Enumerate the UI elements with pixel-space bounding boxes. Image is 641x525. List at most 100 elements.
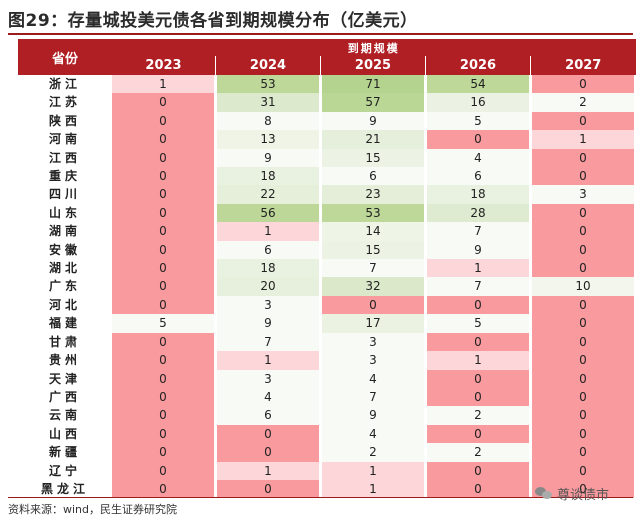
value-cell: 0: [530, 203, 637, 223]
value-cell: 0: [112, 479, 217, 499]
value-cell: 0: [530, 443, 637, 462]
value-cell: 0: [112, 369, 217, 388]
value-cell: 0: [112, 406, 217, 425]
watermark-text: 尊谈债市: [557, 488, 610, 503]
value-cell: 28: [425, 203, 532, 223]
value-cell: 0: [112, 443, 217, 462]
province-cell: 黑龙江: [18, 479, 112, 499]
year-header: 2024: [215, 56, 321, 75]
value-cell: 16: [425, 93, 532, 112]
value-cell: 1: [530, 130, 637, 149]
footer-divider: [8, 497, 633, 498]
value-cell: 0: [112, 148, 217, 168]
value-cell: 54: [425, 75, 532, 94]
province-cell: 广西: [18, 387, 112, 407]
table-row: 河北 0 3 0 0 0: [18, 295, 637, 315]
value-cell: 0: [425, 387, 532, 407]
value-cell: 0: [112, 111, 217, 131]
title-divider: [8, 33, 633, 35]
province-cell: 山东: [18, 203, 112, 223]
value-cell: 7: [320, 387, 427, 407]
table-row: 河南 0 13 21 0 1: [18, 130, 637, 149]
value-cell: 6: [425, 167, 532, 186]
value-cell: 2: [425, 406, 532, 425]
table-row: 江西 0 9 15 4 0: [18, 148, 637, 168]
value-cell: 53: [215, 75, 322, 94]
value-cell: 0: [112, 185, 217, 204]
value-cell: 53: [320, 203, 427, 223]
table-row: 四川 0 22 23 18 3: [18, 185, 637, 204]
value-cell: 71: [320, 75, 427, 94]
page-title: 图29：存量城投美元债各省到期规模分布（亿美元）: [8, 11, 418, 31]
value-cell: 2: [320, 443, 427, 462]
value-cell: 5: [112, 314, 217, 333]
value-cell: 4: [320, 424, 427, 444]
province-cell: 辽宁: [18, 461, 112, 480]
value-cell: 0: [530, 222, 637, 241]
province-cell: 福建: [18, 314, 112, 333]
value-cell: 3: [215, 295, 322, 315]
value-cell: 2: [530, 93, 637, 112]
table-row: 新疆 0 0 2 2 0: [18, 443, 637, 462]
province-cell: 湖南: [18, 222, 112, 241]
province-cell: 贵州: [18, 351, 112, 370]
value-cell: 17: [320, 314, 427, 333]
value-cell: 31: [215, 93, 322, 112]
table-row: 江苏 0 31 57 16 2: [18, 93, 637, 112]
province-cell: 湖北: [18, 259, 112, 278]
province-cell: 浙江: [18, 75, 112, 94]
value-cell: 9: [425, 240, 532, 260]
value-cell: 1: [215, 222, 322, 241]
province-cell: 重庆: [18, 167, 112, 186]
value-cell: 0: [112, 332, 217, 352]
table-row: 安徽 0 6 15 9 0: [18, 240, 637, 260]
maturity-group-header: 到期规模: [112, 39, 636, 56]
value-cell: 0: [530, 332, 637, 352]
province-cell: 甘肃: [18, 332, 112, 352]
value-cell: 18: [425, 185, 532, 204]
value-cell: 0: [530, 351, 637, 370]
table-row: 湖北 0 18 7 1 0: [18, 259, 637, 278]
province-cell: 广东: [18, 277, 112, 296]
value-cell: 0: [425, 332, 532, 352]
value-cell: 0: [215, 479, 322, 499]
value-cell: 5: [425, 111, 532, 131]
value-cell: 1: [112, 75, 217, 94]
value-cell: 9: [215, 148, 322, 168]
table-row: 湖南 0 1 14 7 0: [18, 222, 637, 241]
value-cell: 0: [530, 295, 637, 315]
province-cell: 陕西: [18, 111, 112, 131]
table-row: 天津 0 3 4 0 0: [18, 369, 637, 388]
value-cell: 0: [112, 461, 217, 480]
value-cell: 2: [425, 443, 532, 462]
value-cell: 0: [530, 259, 637, 278]
value-cell: 0: [530, 167, 637, 186]
value-cell: 32: [320, 277, 427, 296]
value-cell: 3: [215, 369, 322, 388]
value-cell: 21: [320, 130, 427, 149]
value-cell: 0: [112, 259, 217, 278]
province-cell: 四川: [18, 185, 112, 204]
value-cell: 0: [112, 295, 217, 315]
value-cell: 1: [215, 461, 322, 480]
value-cell: 56: [215, 203, 322, 223]
province-cell: 河南: [18, 130, 112, 149]
province-cell: 江苏: [18, 93, 112, 112]
value-cell: 6: [215, 240, 322, 260]
value-cell: 0: [530, 75, 637, 94]
value-cell: 0: [112, 240, 217, 260]
wechat-icon: [535, 486, 553, 501]
value-cell: 1: [320, 479, 427, 499]
table-row: 广东 0 20 32 7 10: [18, 277, 637, 296]
value-cell: 15: [320, 148, 427, 168]
value-cell: 10: [530, 277, 637, 296]
value-cell: 0: [425, 479, 532, 499]
table-row: 重庆 0 18 6 6 0: [18, 167, 637, 186]
value-cell: 0: [530, 387, 637, 407]
value-cell: 1: [320, 461, 427, 480]
value-cell: 0: [425, 295, 532, 315]
value-cell: 3: [320, 351, 427, 370]
province-header: 省份: [18, 39, 112, 75]
table-row: 贵州 0 1 3 1 0: [18, 351, 637, 370]
value-cell: 0: [112, 277, 217, 296]
